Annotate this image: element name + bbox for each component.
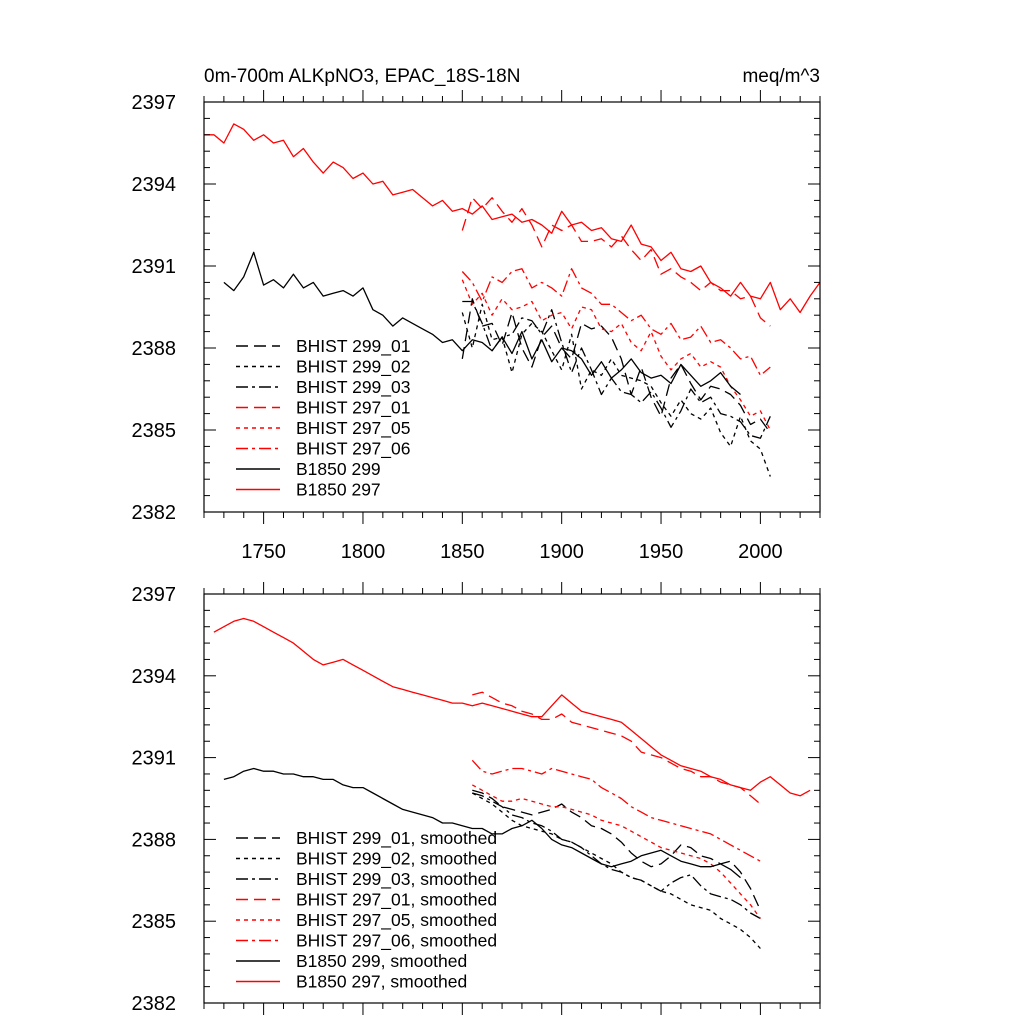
series-line-3 — [472, 691, 761, 805]
series-line-0 — [472, 789, 761, 911]
top-panel: 2382 2385 2388 2391 2394 2397 1750 1800 1850 1900… — [132, 66, 821, 563]
series-line-3 — [461, 197, 771, 327]
y-tick-label: 2391 — [132, 256, 177, 278]
series-line-1 — [461, 303, 771, 477]
series-line-4 — [471, 784, 761, 919]
series-line-0 — [461, 298, 771, 434]
x-tick-label: 1750 — [241, 541, 286, 563]
legend-label-6: B1850 299, smoothed — [296, 951, 467, 971]
plot-frame — [203, 593, 821, 1004]
y-tick-label: 2397 — [132, 584, 177, 606]
y-tick-label: 2385 — [132, 420, 177, 442]
chart-units: meq/m^3 — [742, 66, 820, 87]
series-line-4 — [461, 279, 771, 431]
series-line-1 — [471, 792, 761, 949]
legend-label-5: BHIST 297_06 — [296, 439, 410, 460]
y-tick-label: 2388 — [132, 338, 177, 360]
y-tick-label: 2394 — [132, 666, 177, 688]
y-tick-label: 2385 — [132, 911, 177, 933]
y-tick-label: 2382 — [132, 502, 177, 524]
legend-label-7: B1850 297, smoothed — [296, 972, 467, 992]
legend-label-1: BHIST 299_02, smoothed — [296, 849, 497, 870]
y-tick-label: 2397 — [132, 92, 177, 114]
x-tick-label: 2000 — [738, 541, 783, 563]
legend-label-3: BHIST 297_01 — [296, 398, 410, 419]
legend-label-6: B1850 299 — [296, 459, 381, 479]
legend-label-4: BHIST 297_05, smoothed — [296, 910, 497, 931]
legend-label-5: BHIST 297_06, smoothed — [296, 931, 497, 952]
y-tick-label: 2388 — [132, 829, 177, 851]
legend-label-3: BHIST 297_01, smoothed — [296, 890, 497, 911]
series-line-7 — [204, 123, 820, 314]
legend-label-2: BHIST 299_03, smoothed — [296, 869, 497, 890]
x-tick-label: 1900 — [539, 541, 584, 563]
y-tick-label: 2394 — [132, 174, 177, 196]
x-tick-label: 1950 — [639, 541, 684, 563]
series-line-5 — [471, 759, 761, 862]
x-tick-label: 1800 — [341, 541, 386, 563]
series-line-6 — [223, 251, 741, 396]
series-line-7 — [213, 617, 811, 797]
legend-label-7: B1850 297 — [296, 480, 381, 500]
legend-label-1: BHIST 299_02 — [296, 357, 410, 378]
plot-frame — [203, 101, 821, 513]
bottom-panel: 2382 2385 2388 2391 2394 2397 BHIST 299_01, sm… — [132, 582, 821, 1015]
y-tick-label: 2391 — [132, 748, 177, 770]
legend-label-2: BHIST 299_03 — [296, 377, 410, 398]
legend-label-4: BHIST 297_05 — [296, 418, 410, 439]
legend-label-0: BHIST 299_01 — [296, 336, 410, 357]
series-line-2 — [472, 792, 761, 920]
y-tick-label: 2382 — [132, 993, 177, 1015]
chart-title: 0m-700m ALKpNO3, EPAC_18S-18N — [204, 66, 520, 87]
series-line-6 — [223, 767, 741, 879]
legend-label-0: BHIST 299_01, smoothed — [296, 828, 497, 849]
series-group — [213, 617, 811, 949]
series-line-5 — [461, 268, 771, 376]
series-group — [204, 123, 820, 477]
series-line-2 — [462, 300, 771, 439]
x-tick-label: 1850 — [440, 541, 485, 563]
